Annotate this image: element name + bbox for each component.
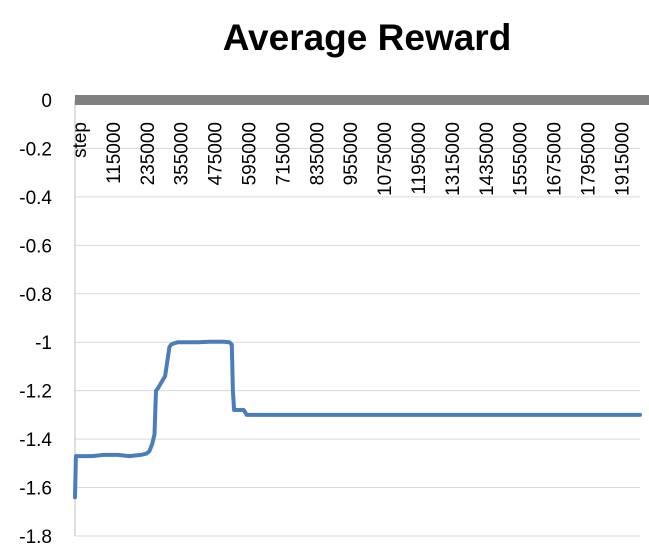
x-tick-label: 715000 bbox=[273, 122, 294, 185]
x-tick-label: 1675000 bbox=[545, 122, 566, 196]
y-tick-label: -1.8 bbox=[19, 527, 52, 548]
x-tick-label: 1435000 bbox=[477, 122, 498, 196]
y-axis-ticks: 0 -0.2 -0.4 -0.6 -0.8 -1 -1.2 -1.4 -1.6 -1.8 bbox=[19, 91, 52, 548]
series-line bbox=[73, 339, 642, 500]
x-tick-label: 595000 bbox=[240, 122, 261, 185]
x-tick-label: 235000 bbox=[138, 122, 159, 185]
y-tick-label: -1.4 bbox=[19, 430, 52, 451]
y-tick-label: -0.6 bbox=[19, 236, 52, 257]
series-layer bbox=[73, 339, 642, 500]
y-tick-label: -1.6 bbox=[19, 479, 52, 500]
x-tick-label: 475000 bbox=[206, 122, 227, 185]
x-tick-label: 1075000 bbox=[375, 122, 396, 196]
x-tick-label: 955000 bbox=[341, 122, 362, 185]
x-tick-label: 1555000 bbox=[511, 122, 532, 196]
y-tick-label: -0.2 bbox=[19, 139, 52, 160]
y-tick-label: -0.8 bbox=[19, 285, 52, 306]
x-tick-label: 1795000 bbox=[579, 122, 600, 196]
y-tick-label: 0 bbox=[41, 91, 52, 112]
x-tick-label: step bbox=[70, 122, 91, 158]
x-tick-label: 115000 bbox=[104, 122, 125, 184]
x-tick-label: 1915000 bbox=[612, 122, 633, 196]
chart-title: Average Reward bbox=[223, 17, 512, 58]
x-tick-label: 1195000 bbox=[409, 122, 430, 195]
gridlines bbox=[75, 147, 640, 537]
y-tick-label: -1.2 bbox=[19, 382, 52, 403]
x-tick-label: 835000 bbox=[307, 122, 328, 185]
y-tick-label: -0.4 bbox=[19, 188, 52, 209]
y-tick-label: -1 bbox=[35, 333, 52, 354]
x-axis-ticks: step 115000 235000 355000 475000 595000 715000… bbox=[70, 122, 633, 196]
zero-axis-line bbox=[75, 95, 649, 105]
x-tick-label: 1315000 bbox=[443, 122, 464, 196]
x-tick-label: 355000 bbox=[172, 122, 193, 185]
